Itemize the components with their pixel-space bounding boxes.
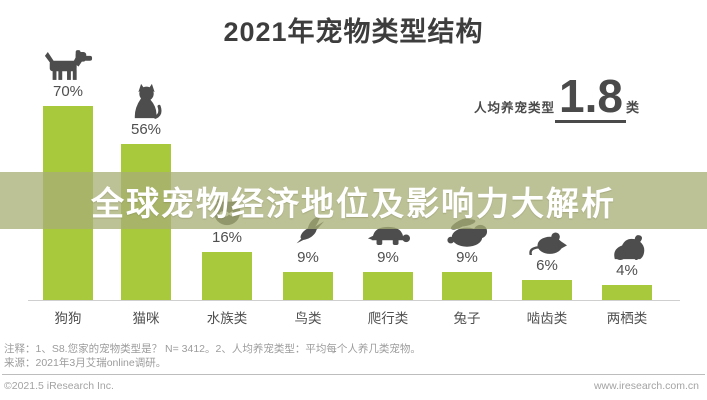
category-label-cat: 猫咪 [132,311,160,326]
bar-value-label: 4% [616,262,638,279]
bar-aquatic [202,252,252,300]
category-label-amphibian: 两栖类 [606,311,648,326]
copyright-text: ©2021.5 iResearch Inc. [4,380,114,392]
bar-value-label: 16% [211,229,243,246]
mouse-icon [527,230,567,255]
per-capita-stat: 人均养宠类型 1.8 类 [474,73,639,123]
bar-bird [283,272,333,300]
bar-amphibian [602,285,652,300]
footnote-line: 注释：1、S8.您家的宠物类型是？ N= 3412。2、人均养宠类型：平均每个人… [4,343,421,355]
x-axis-line [28,300,680,301]
stat-label: 人均养宠类型 [474,100,556,115]
website-url: www.iresearch.com.cn [593,380,699,392]
frog-icon [609,231,646,260]
category-label-dog: 狗狗 [54,311,82,326]
bar-value-label: 9% [377,249,399,266]
dog-icon [43,50,93,81]
chart-title: 2021年宠物类型结构 [223,17,484,47]
bar-value-label: 70% [52,83,84,100]
bar-rodent [522,280,572,300]
footnotes: 注释：1、S8.您家的宠物类型是？ N= 3412。2、人均养宠类型：平均每个人… [4,342,421,370]
chart-column-amphibian: 4% [587,231,667,300]
category-label-rabbit: 兔子 [453,311,481,326]
bar-value-label: 56% [130,121,162,138]
headline-banner: 全球宠物经济地位及影响力大解析 [0,172,707,229]
bar-reptile [363,272,413,300]
turtle-icon [366,222,410,247]
category-label-aquatic: 水族类 [206,311,248,326]
chart-column-reptile: 9% [348,222,428,300]
category-label-bird: 鸟类 [294,311,322,326]
bar-value-label: 9% [297,249,319,266]
footer-divider [2,374,705,375]
chart-column-rodent: 6% [507,230,587,300]
cat-icon [131,83,162,119]
category-label-reptile: 爬行类 [367,311,409,326]
source-line: 来源：2021年3月艾瑞online调研。 [4,357,167,369]
bar-rabbit [442,272,492,300]
category-label-rodent: 啮齿类 [526,311,568,326]
stat-unit: 类 [625,99,639,115]
headline-text: 全球宠物经济地位及影响力大解析 [91,184,616,222]
bar-value-label: 6% [536,257,558,274]
stat-value: 1.8 [555,73,626,123]
bar-value-label: 9% [456,249,478,266]
